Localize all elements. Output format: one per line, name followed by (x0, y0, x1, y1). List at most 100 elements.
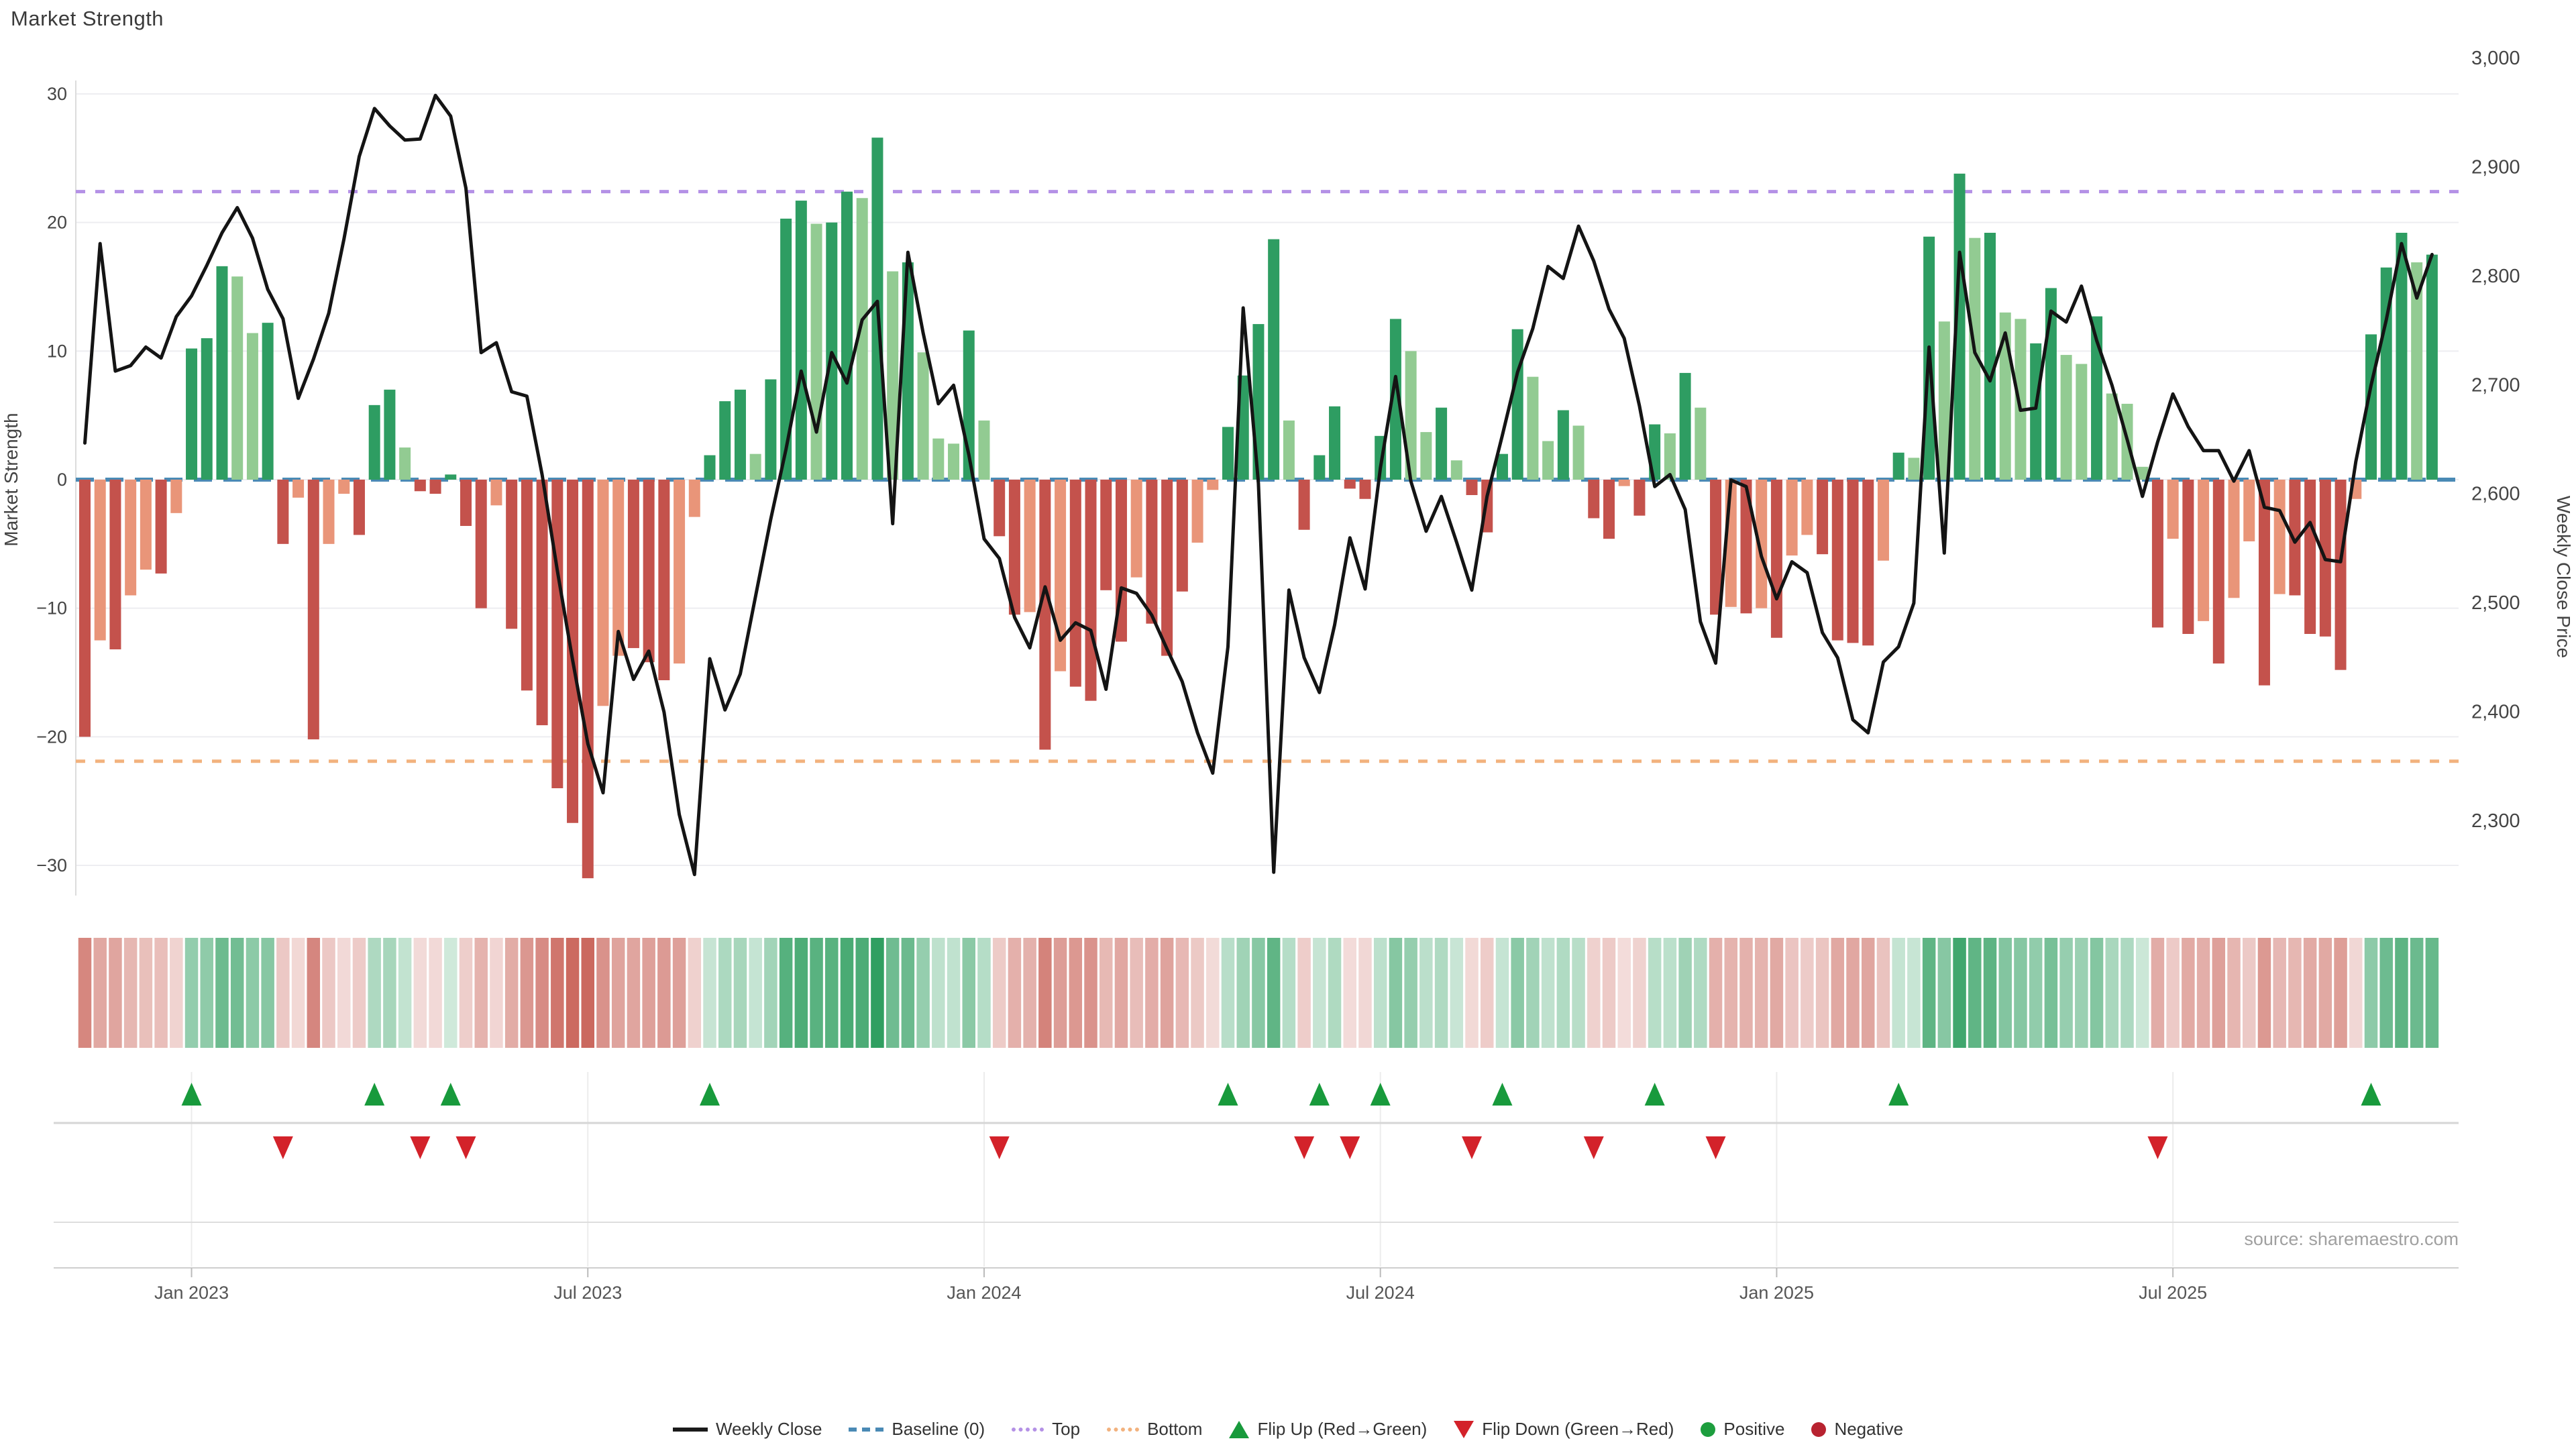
heatmap-cell (1373, 938, 1387, 1048)
heatmap-cell (1770, 938, 1784, 1048)
strength-bar (1496, 453, 1508, 480)
right-tick-label: 2,400 (2471, 702, 2520, 723)
strength-bar (1069, 480, 1081, 687)
heatmap-cell (703, 938, 716, 1048)
heatmap-cell (916, 938, 930, 1048)
heatmap-cell (2379, 938, 2393, 1048)
legend-item-bottom[interactable]: Bottom (1107, 1419, 1202, 1440)
heatmap-cell (139, 938, 153, 1048)
strength-bar (1908, 458, 1920, 480)
strength-bar (186, 348, 198, 480)
strength-bar (948, 443, 960, 480)
flip-up-marker (1218, 1083, 1238, 1106)
heatmap-cell (1876, 938, 1890, 1048)
strength-bar (2167, 480, 2179, 539)
heatmap-cell (1480, 938, 1494, 1048)
heatmap-cell (230, 938, 244, 1048)
heatmap-cell (170, 938, 183, 1048)
strength-bar (612, 480, 625, 656)
heatmap-cell (1815, 938, 1829, 1048)
heatmap-cell (200, 938, 214, 1048)
strength-bar (125, 480, 137, 596)
source-text: source: sharemaestro.com (2244, 1229, 2459, 1249)
heatmap-cell (1419, 938, 1433, 1048)
flip-up-marker (1644, 1083, 1665, 1106)
strength-bar (1008, 480, 1020, 615)
legend-item-positive[interactable]: Positive (1701, 1419, 1784, 1440)
x-tick-label: Jan 2024 (947, 1283, 1021, 1303)
heatmap-cell (2059, 938, 2073, 1048)
heatmap-cell (1831, 938, 1845, 1048)
heatmap-cell (962, 938, 976, 1048)
legend-item-flip-up-red-green-[interactable]: Flip Up (Red→Green) (1229, 1419, 1427, 1440)
heatmap-cell (246, 938, 260, 1048)
strength-bar (582, 480, 594, 879)
heatmap-cell (1541, 938, 1555, 1048)
strength-bar (307, 480, 319, 740)
heatmap-cell (932, 938, 945, 1048)
strength-bar (201, 338, 213, 480)
legend-item-weekly-close[interactable]: Weekly Close (672, 1419, 822, 1440)
legend-item-baseline-0-[interactable]: Baseline (0) (849, 1419, 985, 1440)
heatmap-cell (1922, 938, 1936, 1048)
strength-bar (1756, 480, 1768, 608)
heatmap-cell (1678, 938, 1692, 1048)
heatmap-cell (1694, 938, 1707, 1048)
strength-bar (1588, 480, 1600, 519)
heatmap-cell (1145, 938, 1159, 1048)
legend-item-top[interactable]: Top (1012, 1419, 1080, 1440)
heatmap-cell (383, 938, 396, 1048)
strength-bar (1984, 232, 1996, 480)
strength-bar (780, 218, 792, 480)
strength-bar (1176, 480, 1188, 592)
strength-bar (1892, 452, 1904, 480)
strength-bar (1603, 480, 1615, 539)
strength-bar (2243, 480, 2255, 542)
heatmap-cell (109, 938, 122, 1048)
legend-item-flip-down-green-red-[interactable]: Flip Down (Green→Red) (1454, 1419, 1674, 1440)
left-tick-label: −30 (36, 855, 67, 875)
strength-bar (688, 480, 700, 517)
heatmap-cell (2349, 938, 2363, 1048)
heatmap-cell (2182, 938, 2195, 1048)
strength-bar (1862, 480, 1874, 646)
strength-bar (414, 480, 426, 492)
strength-bar (292, 480, 305, 498)
heatmap-cell (840, 938, 854, 1048)
strength-bar (1207, 480, 1219, 490)
strength-bar (521, 480, 533, 691)
strength-bar (2396, 232, 2408, 480)
heatmap-cell (1892, 938, 1905, 1048)
flip-up-marker (2361, 1083, 2381, 1106)
legend-label: Positive (1723, 1419, 1785, 1439)
heatmap-cell (1617, 938, 1631, 1048)
strength-bar (841, 191, 853, 480)
left-tick-label: −20 (36, 727, 67, 747)
flip-up-marker (700, 1083, 720, 1106)
heatmap-cell (688, 938, 702, 1048)
heatmap-cell (1175, 938, 1189, 1048)
flip-down-marker (455, 1136, 476, 1159)
heatmap-cell (1099, 938, 1113, 1048)
heatmap-cell (901, 938, 915, 1048)
heatmap-cell (1633, 938, 1646, 1048)
strength-bar (1542, 441, 1554, 480)
heatmap-cell (1801, 938, 1814, 1048)
baseline-dash-icon (849, 1427, 884, 1432)
legend-item-negative[interactable]: Negative (1811, 1419, 1903, 1440)
strength-bar (1055, 480, 1067, 672)
strength-bar (765, 379, 777, 480)
weekly-close-line (83, 93, 2434, 877)
legend-dot-icon (1701, 1421, 1716, 1437)
heatmap-cell (977, 938, 991, 1048)
heatmap-cell (1556, 938, 1570, 1048)
heatmap-cell (1968, 938, 1982, 1048)
flip-up-marker (1370, 1083, 1391, 1106)
heatmap-cell (2014, 938, 2027, 1048)
x-axis: Jan 2023 Jul 2023 Jan 2024 Jul 2024 Jan 2025… (54, 1267, 2459, 1303)
left-tick-label: 10 (47, 341, 67, 361)
heatmap-cell (1495, 938, 1509, 1048)
strength-bar (1527, 376, 1539, 480)
strength-bar (1831, 480, 1843, 641)
left-axis-title: Market Strength (1, 413, 21, 546)
